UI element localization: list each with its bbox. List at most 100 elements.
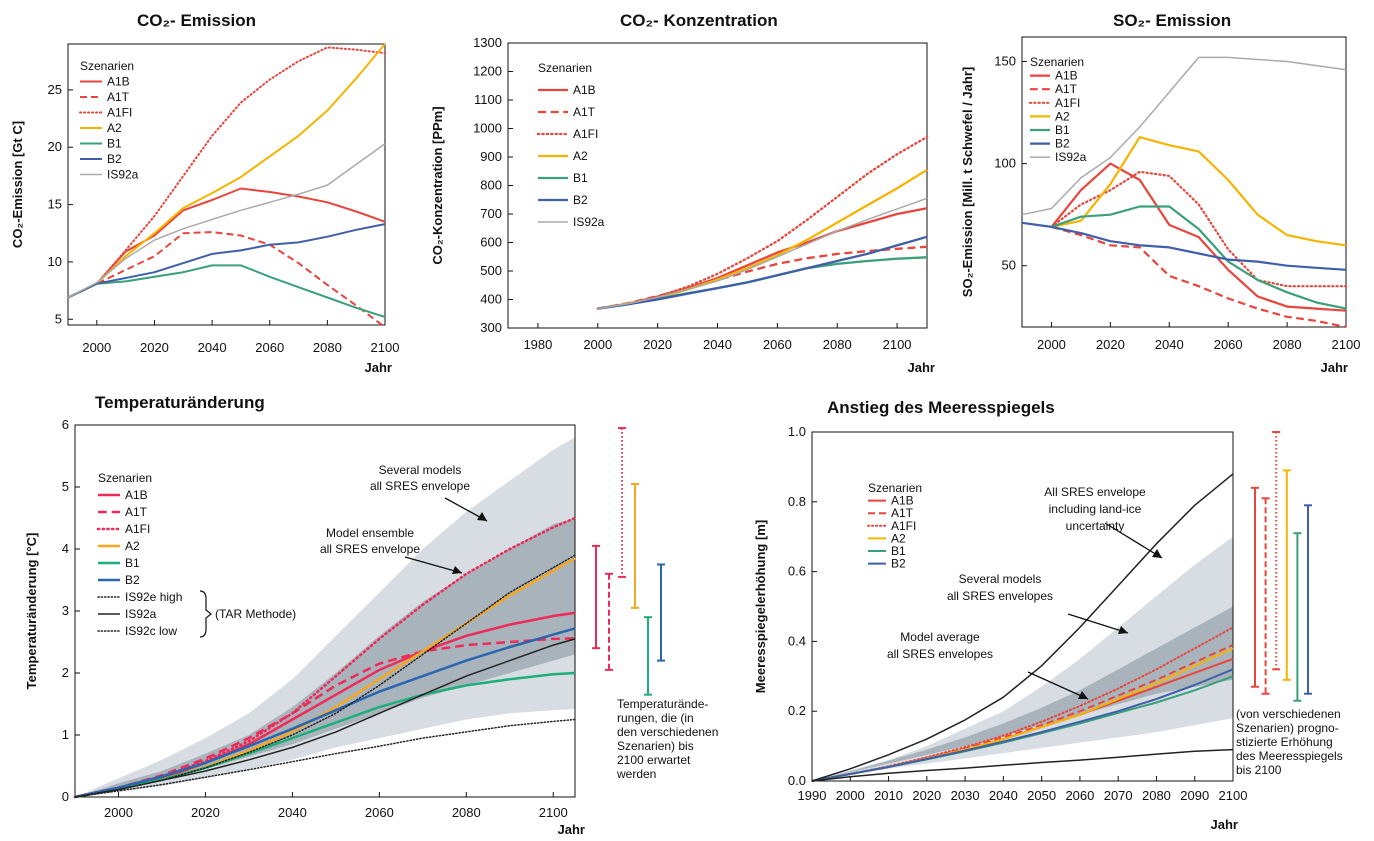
legend-label-b1: B1 bbox=[107, 137, 122, 151]
legend-label-b1: B1 bbox=[1055, 123, 1070, 137]
x-tick-label: 2000 bbox=[836, 788, 865, 803]
y-tick-label: 0.4 bbox=[788, 633, 806, 648]
x-tick-label: 2100 bbox=[1219, 788, 1248, 803]
x-axis-label: Jahr bbox=[908, 360, 935, 375]
series-line-a1t bbox=[1051, 225, 1347, 329]
y-tick-label: 1200 bbox=[473, 64, 502, 79]
side-note: Temperaturände- bbox=[617, 697, 708, 711]
y-tick-label: 2 bbox=[62, 665, 69, 680]
legend-label-a1fi: A1FI bbox=[107, 106, 132, 120]
legend-label-a1t: A1T bbox=[107, 90, 130, 104]
series-line-is92a bbox=[67, 143, 386, 299]
x-tick-label: 2080 bbox=[1273, 337, 1302, 352]
y-tick-label: 150 bbox=[994, 54, 1016, 69]
legend-label-b2: B2 bbox=[1055, 137, 1070, 151]
legend-label-a1fi: A1FI bbox=[125, 522, 150, 536]
x-tick-label: 2020 bbox=[643, 337, 672, 352]
chart-title: CO₂- Emission bbox=[137, 11, 256, 30]
y-tick-label: 4 bbox=[62, 541, 69, 556]
x-tick-label: 2040 bbox=[278, 805, 307, 820]
x-tick-label: 2100 bbox=[883, 337, 912, 352]
x-tick-label: 2020 bbox=[191, 805, 220, 820]
annotation-arrowhead bbox=[477, 512, 487, 521]
side-note: Szenarien) progno- bbox=[1236, 721, 1339, 735]
y-axis-label: Temperaturänderung [°C] bbox=[24, 533, 39, 690]
x-axis-label: Jahr bbox=[365, 360, 392, 375]
series-line-a1b bbox=[67, 187, 386, 299]
legend-label-is92a: IS92a bbox=[573, 215, 605, 229]
x-tick-label: 2090 bbox=[1180, 788, 1209, 803]
legend-label-a1t: A1T bbox=[125, 505, 148, 519]
legend-label-a1b: A1B bbox=[573, 83, 596, 97]
series-line-is92a bbox=[1021, 56, 1347, 216]
y-tick-label: 5 bbox=[55, 311, 62, 326]
legend-title: Szenarien bbox=[1030, 55, 1084, 69]
annotation-arrow bbox=[1104, 522, 1163, 559]
side-note: 2100 erwartet bbox=[617, 753, 691, 767]
x-tick-label: 2030 bbox=[951, 788, 980, 803]
y-axis-label: SO₂-Emission [Mill. t Schwefel / Jahr] bbox=[960, 67, 975, 297]
legend-title: Szenarien bbox=[538, 61, 592, 75]
legend-title: Szenarien bbox=[98, 471, 152, 485]
side-note: Szenarien) bis bbox=[617, 739, 694, 753]
y-tick-label: 15 bbox=[48, 197, 62, 212]
series-line-is92a bbox=[74, 638, 576, 798]
annotation-arrowhead bbox=[1118, 626, 1128, 634]
x-tick-label: 2040 bbox=[198, 340, 227, 355]
y-tick-label: 1300 bbox=[473, 35, 502, 50]
y-tick-label: 20 bbox=[48, 139, 62, 154]
y-tick-label: 600 bbox=[480, 235, 502, 250]
legend-label-is92a: IS92a bbox=[1055, 150, 1087, 164]
legend-label-a2: A2 bbox=[107, 121, 122, 135]
series-line-a1b bbox=[597, 207, 928, 310]
legend-title: Szenarien bbox=[868, 481, 922, 495]
legend-label-a2: A2 bbox=[891, 531, 906, 545]
annotation-all-sres: uncertainty bbox=[1066, 519, 1125, 533]
legend-label-a2: A2 bbox=[1055, 109, 1070, 123]
y-tick-label: 700 bbox=[480, 206, 502, 221]
x-tick-label: 2060 bbox=[1214, 337, 1243, 352]
x-tick-label: 2020 bbox=[1096, 337, 1125, 352]
series-line-upper-bound bbox=[811, 473, 1234, 782]
x-tick-label: 2000 bbox=[104, 805, 133, 820]
envelope-inner bbox=[75, 518, 575, 797]
legend-label-a1b: A1B bbox=[891, 494, 914, 508]
y-axis-label: Meeresspiegelerhöhung [m] bbox=[753, 520, 768, 693]
y-tick-label: 1 bbox=[62, 727, 69, 742]
x-tick-label: 2000 bbox=[583, 337, 612, 352]
x-tick-label: 2100 bbox=[371, 340, 400, 355]
envelope-outer bbox=[75, 437, 575, 797]
legend-label-a1fi: A1FI bbox=[891, 519, 916, 533]
legend-label-a1t: A1T bbox=[891, 506, 914, 520]
side-note: stizierte Erhöhung bbox=[1236, 735, 1333, 749]
legend-label-b1: B1 bbox=[891, 544, 906, 558]
y-axis-label: CO₂-Konzentration [PPm] bbox=[430, 106, 445, 264]
legend-label-a1fi: A1FI bbox=[1055, 96, 1080, 110]
legend-label-is92a: IS92a bbox=[125, 607, 157, 621]
x-tick-label: 2040 bbox=[989, 788, 1018, 803]
x-tick-label: 2100 bbox=[539, 805, 568, 820]
plot-frame bbox=[67, 43, 386, 326]
x-tick-label: 2020 bbox=[140, 340, 169, 355]
annotation-model-ensemble: Model ensemble bbox=[326, 526, 414, 540]
legend-label-is92e-high: IS92e high bbox=[125, 590, 182, 604]
chart-so2_emission: SO₂- Emission 2000 2020 2040 2060 2080 2100 50 1… bbox=[960, 11, 1360, 375]
x-tick-label: 2000 bbox=[82, 340, 111, 355]
chart-co2_emission: CO₂- Emission 2000 2020 2040 2060 2080 2100 5 10… bbox=[10, 11, 399, 375]
series-line-b1 bbox=[1051, 205, 1347, 310]
x-tick-label: 2060 bbox=[365, 805, 394, 820]
series-line-b2 bbox=[74, 627, 576, 799]
envelope-inner bbox=[812, 606, 1233, 781]
x-tick-label: 1990 bbox=[798, 788, 827, 803]
annotation-arrowhead bbox=[1152, 549, 1162, 558]
annotation-several-models: all SRES envelope bbox=[370, 479, 470, 493]
legend-label-a1b: A1B bbox=[125, 488, 148, 502]
envelope-outer bbox=[812, 536, 1233, 781]
x-tick-label: 2070 bbox=[1104, 788, 1133, 803]
series-line-b2 bbox=[1021, 221, 1347, 271]
annotation-model-average: Model average bbox=[900, 630, 980, 644]
chart-title: SO₂- Emission bbox=[1113, 11, 1231, 30]
annotation-several-models: Several models bbox=[959, 572, 1042, 586]
